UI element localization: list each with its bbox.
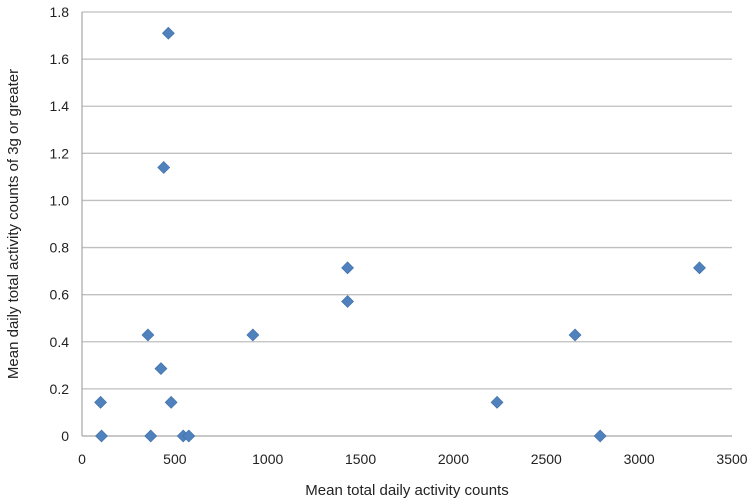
data-point <box>94 395 107 409</box>
y-tick-label: 1.6 <box>50 51 70 67</box>
data-point <box>246 328 260 342</box>
x-axis-title: Mean total daily activity counts <box>305 482 508 499</box>
data-point <box>182 429 196 443</box>
y-tick-label: 1.2 <box>50 145 70 161</box>
data-point <box>161 26 175 40</box>
x-tick-label: 2500 <box>531 451 562 467</box>
x-tick-label: 0 <box>78 451 86 467</box>
data-point <box>693 261 706 275</box>
y-tick-label: 0.6 <box>50 287 70 303</box>
data-point <box>341 261 354 275</box>
data-point <box>593 429 607 443</box>
x-tick-label: 2000 <box>438 451 469 467</box>
data-points <box>94 26 706 443</box>
y-tick-label: 1.0 <box>50 192 70 208</box>
x-tick-label: 500 <box>163 451 187 467</box>
axes <box>81 12 732 437</box>
data-point <box>164 395 178 409</box>
data-point <box>154 362 168 376</box>
data-point <box>568 328 582 342</box>
x-tick-label: 1500 <box>345 451 376 467</box>
y-axis-title: Mean daily total activity counts of 3g o… <box>5 69 22 379</box>
gridlines <box>82 11 732 390</box>
y-tick-label: 0 <box>61 428 69 444</box>
y-tick-label: 0.8 <box>50 240 70 256</box>
y-tick-label: 1.4 <box>50 98 70 114</box>
data-point <box>141 328 155 342</box>
y-tick-labels: 0 0.2 0.4 0.6 0.8 1.0 1.2 1.4 1.6 1.8 <box>50 4 70 444</box>
data-point <box>157 161 171 174</box>
data-point <box>144 429 158 443</box>
data-point <box>95 429 108 443</box>
y-tick-label: 1.8 <box>50 4 70 20</box>
data-point <box>490 395 504 409</box>
y-tick-label: 0.2 <box>50 381 70 397</box>
x-tick-label: 3500 <box>716 451 747 467</box>
x-tick-labels: 0 500 1000 1500 2000 2500 3000 3500 <box>78 451 748 467</box>
data-point <box>341 295 354 308</box>
x-tick-label: 3000 <box>624 451 655 467</box>
x-tick-label: 1000 <box>252 451 283 467</box>
y-tick-label: 0.4 <box>50 334 70 350</box>
